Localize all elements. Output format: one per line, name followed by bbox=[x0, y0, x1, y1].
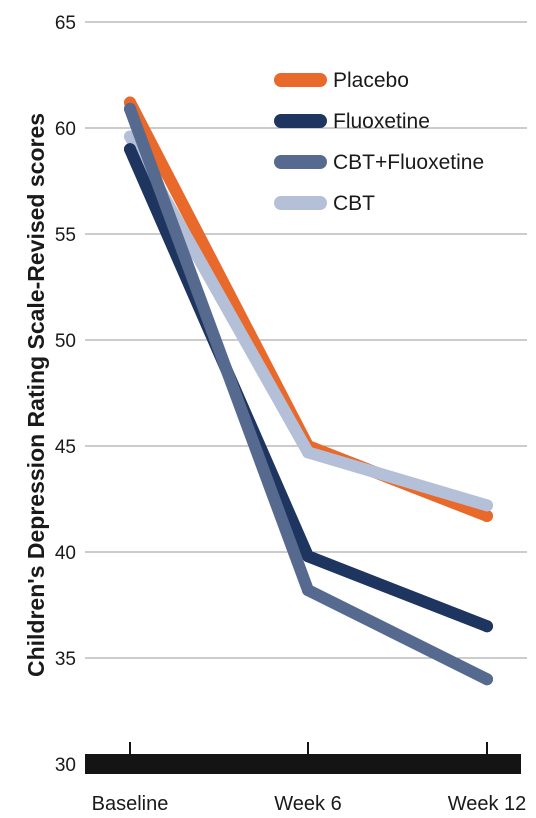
data-point bbox=[124, 143, 136, 156]
y-tick-labels: 30 35 40 45 50 55 60 65 bbox=[55, 13, 76, 776]
y-axis-title: Children's Depression Rating Scale-Revis… bbox=[23, 113, 49, 677]
data-point bbox=[481, 620, 493, 633]
legend-label: CBT+Fluoxetine bbox=[333, 151, 484, 174]
y-tick-label: 60 bbox=[55, 119, 76, 140]
y-tick-label: 35 bbox=[55, 649, 76, 670]
data-point bbox=[302, 446, 314, 459]
y-tick-label: 45 bbox=[55, 437, 76, 458]
data-point bbox=[481, 673, 493, 686]
y-tick-label: 30 bbox=[55, 755, 76, 776]
data-point bbox=[481, 499, 493, 512]
x-axis-bar bbox=[85, 754, 521, 774]
x-tick-labels: Baseline Week 6 Week 12 bbox=[92, 793, 527, 815]
series-lines bbox=[124, 96, 493, 686]
x-tick-marks bbox=[129, 742, 488, 758]
x-tick-label: Week 6 bbox=[274, 793, 341, 815]
x-tick-label: Week 12 bbox=[448, 793, 527, 815]
data-point bbox=[302, 550, 314, 563]
x-tick-label: Baseline bbox=[92, 793, 169, 815]
legend-label: Placebo bbox=[333, 69, 409, 92]
y-tick-label: 55 bbox=[55, 225, 76, 246]
y-tick-label: 65 bbox=[55, 13, 76, 34]
data-point bbox=[302, 584, 314, 597]
legend-label: CBT bbox=[333, 192, 375, 215]
data-point bbox=[481, 509, 493, 522]
y-tick-label: 50 bbox=[55, 331, 76, 352]
data-point bbox=[124, 102, 136, 115]
legend: Placebo Fluoxetine CBT+Fluoxetine CBT bbox=[274, 69, 484, 215]
y-tick-label: 40 bbox=[55, 543, 76, 564]
legend-label: Fluoxetine bbox=[333, 110, 430, 133]
